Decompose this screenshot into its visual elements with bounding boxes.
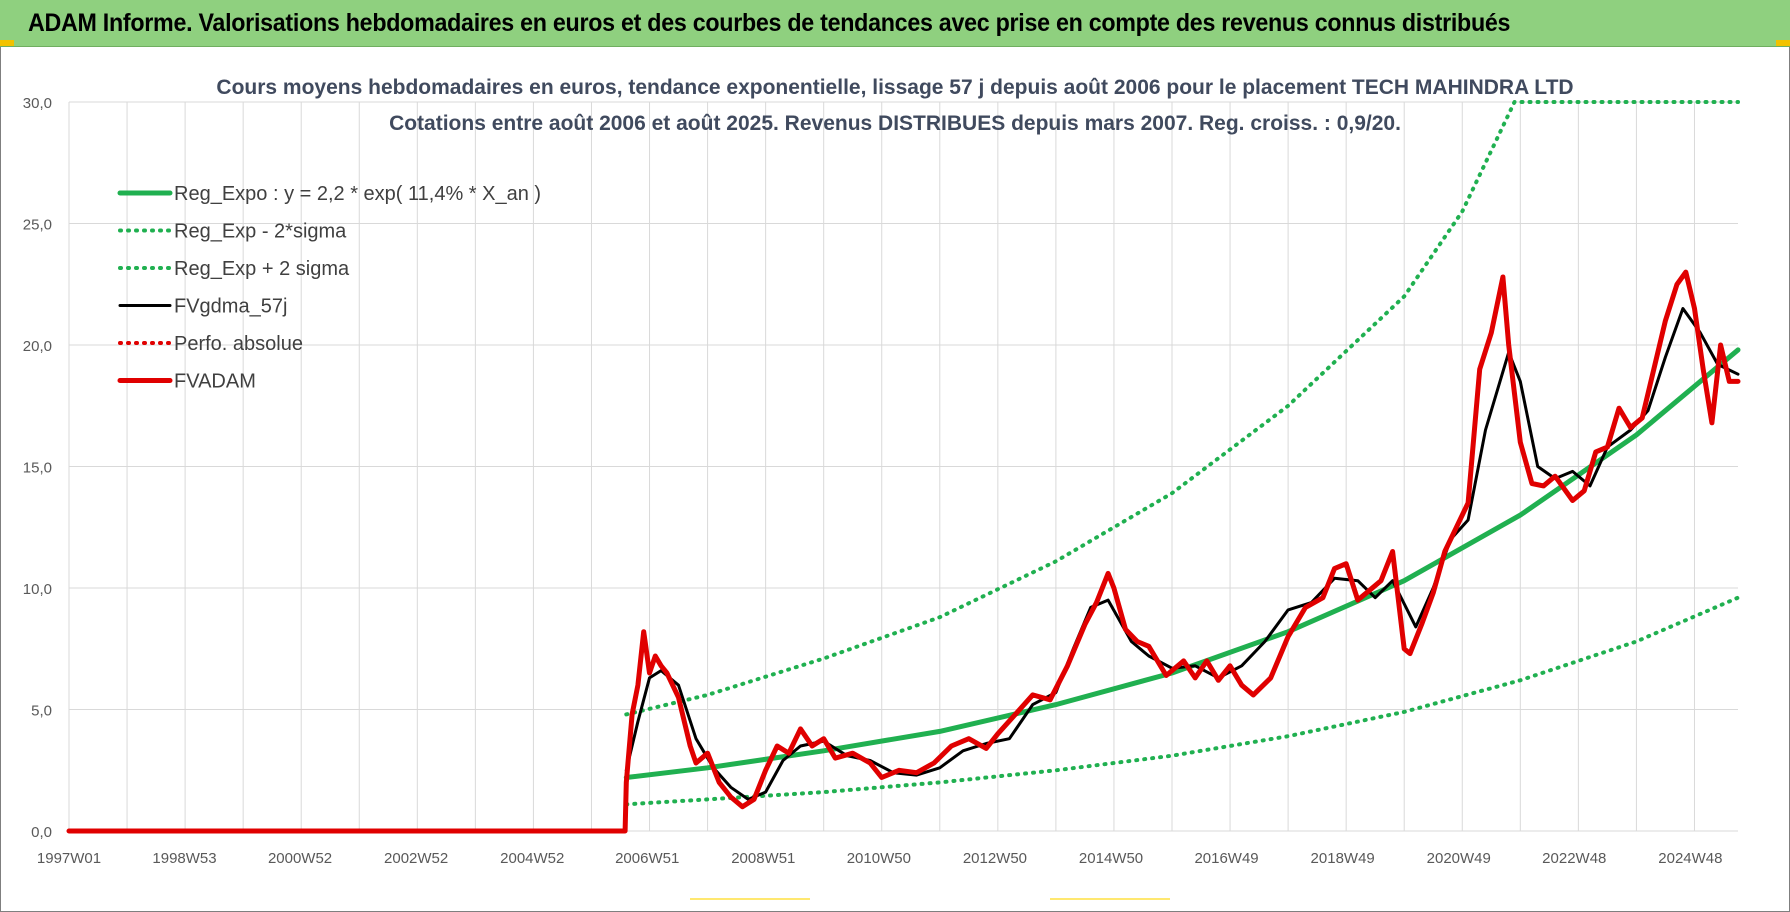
legend-entry: Perfo. absolue <box>174 333 303 355</box>
legend-entry: Reg_Exp + 2 sigma <box>174 258 350 280</box>
x-tick-label: 1997W01 <box>37 850 101 867</box>
report-banner: ADAM Informe. Valorisations hebdomadaire… <box>0 0 1790 47</box>
x-tick-label: 2008W51 <box>731 850 795 867</box>
y-tick-label: 10,0 <box>23 581 52 598</box>
series-line-fvgdma-57j <box>624 307 1740 801</box>
corner-marker-left <box>0 40 14 46</box>
x-tick-label: 2006W51 <box>615 850 679 867</box>
x-tick-label: 2002W52 <box>384 850 448 867</box>
x-tick-label: 2020W49 <box>1427 850 1491 867</box>
legend-entry: Reg_Exp - 2*sigma <box>174 221 347 243</box>
y-tick-label: 5,0 <box>31 703 52 720</box>
series-line-fvadam <box>66 269 1741 834</box>
y-tick-label: 20,0 <box>23 338 52 355</box>
y-tick-label: 25,0 <box>23 217 52 234</box>
x-tick-label: 2012W50 <box>963 850 1027 867</box>
banner-title: ADAM Informe. Valorisations hebdomadaire… <box>28 9 1511 37</box>
x-tick-label: 2004W52 <box>500 850 564 867</box>
x-tick-label: 2022W48 <box>1542 850 1606 867</box>
legend-entry: Reg_Expo : y = 2,2 * exp( 11,4% * X_an ) <box>174 183 541 205</box>
x-tick-label: 2016W49 <box>1194 850 1258 867</box>
corner-marker-right <box>1776 40 1790 46</box>
chart-title: Cours moyens hebdomadaires en euros, ten… <box>216 76 1574 99</box>
x-tick-label: 2024W48 <box>1658 850 1722 867</box>
series-line-reg-exp-2-sigma <box>624 595 1740 807</box>
chart-subtitle: Cotations entre août 2006 et août 2025. … <box>389 112 1401 135</box>
x-tick-label: 1998W53 <box>152 850 216 867</box>
y-tick-label: 0,0 <box>31 824 52 841</box>
series-line-reg-exp-2-sigma <box>624 100 1740 717</box>
y-tick-label: 30,0 <box>23 95 52 112</box>
x-tick-label: 2014W50 <box>1079 850 1143 867</box>
x-tick-label: 2010W50 <box>847 850 911 867</box>
series-line-reg-expo-y-2-2-exp-11-4-x-an <box>623 347 1741 780</box>
bottom-marker-2 <box>1050 898 1170 900</box>
x-tick-label: 2018W49 <box>1311 850 1375 867</box>
legend-entry: FVADAM <box>174 371 256 393</box>
x-tick-label: 2000W52 <box>268 850 332 867</box>
legend-entry: FVgdma_57j <box>174 296 287 318</box>
y-tick-label: 15,0 <box>23 460 52 477</box>
bottom-marker-1 <box>690 898 810 900</box>
